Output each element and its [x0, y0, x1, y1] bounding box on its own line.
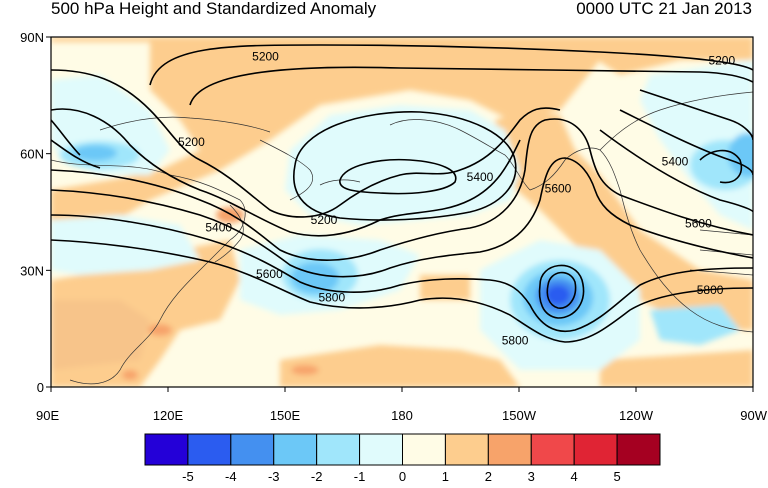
- lon-tick-label: 150W: [502, 408, 537, 423]
- figure-title: 500 hPa Height and Standardized Anomaly: [51, 0, 377, 18]
- lat-tick-label: 30N: [20, 263, 44, 278]
- lon-tick-label: 120W: [619, 408, 654, 423]
- contour-label: 5200: [311, 213, 338, 227]
- contour-label: 5200: [252, 49, 279, 63]
- colorbar-label: -2: [311, 469, 323, 484]
- contour-label: 5800: [697, 283, 724, 297]
- contour-label: 5200: [178, 135, 205, 149]
- colorbar-swatch: [402, 433, 446, 466]
- colorbar-swatch: [487, 433, 532, 466]
- colorbar-label: 0: [399, 469, 406, 484]
- colorbar-swatch: [573, 433, 618, 466]
- colorbar-swatch: [359, 433, 404, 466]
- anomaly-shading: [51, 37, 753, 387]
- contour-label: 5800: [318, 291, 345, 305]
- colorbar-swatch: [273, 433, 318, 466]
- colorbar-swatch: [187, 433, 232, 466]
- height-contours: [51, 44, 753, 343]
- contour-label: 5600: [256, 267, 283, 281]
- colorbar-label: -3: [268, 469, 280, 484]
- colorbar-label: 2: [485, 469, 492, 484]
- contour-label: 5400: [662, 154, 689, 168]
- valid-time: 0000 UTC 21 Jan 2013: [576, 0, 752, 18]
- lon-tick-label: 120E: [153, 408, 184, 423]
- colorbar-swatch: [444, 433, 489, 466]
- colorbar-label: 3: [528, 469, 535, 484]
- colorbar-label: -5: [182, 469, 194, 484]
- colorbar-swatch: [316, 433, 361, 466]
- colorbar: -5 -4 -3 -2 -1 0 1 2 3 4 5: [144, 433, 661, 484]
- contour-label: 5400: [205, 221, 232, 235]
- colorbar-label: 4: [571, 469, 578, 484]
- lon-tick-label: 90E: [36, 408, 59, 423]
- lat-tick-label: 0: [37, 380, 44, 395]
- colorbar-swatch: [144, 433, 189, 466]
- colorbar-swatch: [530, 433, 575, 466]
- longitude-axis: 90E 120E 150E 180 150W 120W 90W: [36, 387, 768, 423]
- colorbar-label: -4: [225, 469, 237, 484]
- colorbar-label: 1: [442, 469, 449, 484]
- colorbar-swatch: [616, 433, 661, 466]
- contour-label: 5200: [708, 53, 735, 67]
- colorbar-label: -1: [354, 469, 366, 484]
- contour-label: 5800: [502, 333, 529, 347]
- colorbar-label: 5: [613, 469, 620, 484]
- lat-tick-label: 60N: [20, 147, 44, 162]
- lat-tick-label: 90N: [20, 30, 44, 45]
- lon-tick-label: 150E: [270, 408, 301, 423]
- contour-labels: 5200 5200 5200 5400 5200 5400 5600 5400 5600 5600…: [178, 49, 735, 347]
- contour-label: 5600: [545, 182, 572, 196]
- lon-tick-label: 180: [391, 408, 413, 423]
- contour-label: 5600: [685, 217, 712, 231]
- contour-label: 5400: [467, 170, 494, 184]
- latitude-axis: 90N 60N 30N 0: [20, 30, 51, 395]
- lon-tick-label: 90W: [740, 408, 767, 423]
- colorbar-swatch: [230, 433, 275, 466]
